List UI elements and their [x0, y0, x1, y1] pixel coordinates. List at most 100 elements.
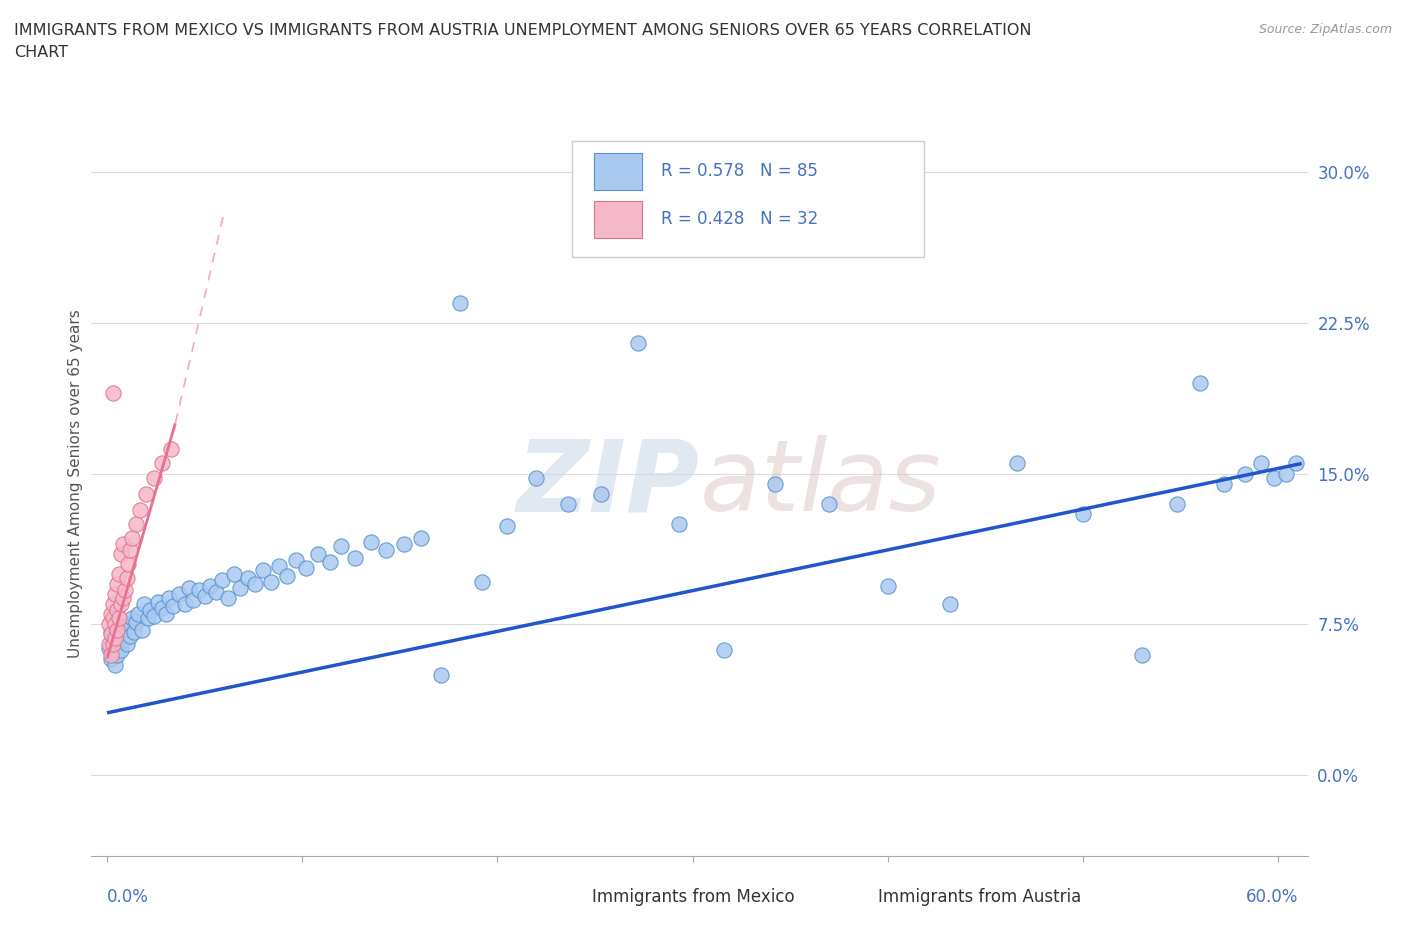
Point	[121, 611, 143, 626]
Point	[1275, 466, 1298, 481]
Point	[245, 577, 267, 591]
Point	[107, 611, 129, 626]
Text: IMMIGRANTS FROM MEXICO VS IMMIGRANTS FROM AUSTRIA UNEMPLOYMENT AMONG SENIORS OVE: IMMIGRANTS FROM MEXICO VS IMMIGRANTS FRO…	[14, 23, 1032, 38]
Point	[360, 535, 382, 550]
Point	[252, 563, 274, 578]
Point	[155, 607, 177, 622]
Point	[105, 603, 128, 618]
Point	[131, 623, 153, 638]
Point	[107, 635, 129, 650]
Text: 0.0%: 0.0%	[107, 888, 149, 906]
Point	[471, 575, 494, 590]
Point	[1005, 456, 1028, 471]
Point	[125, 516, 148, 531]
Point	[121, 530, 143, 545]
Point	[187, 583, 209, 598]
FancyBboxPatch shape	[593, 201, 643, 238]
FancyBboxPatch shape	[541, 885, 578, 908]
Point	[411, 530, 433, 545]
Point	[295, 561, 318, 576]
Point	[100, 651, 122, 666]
Point	[174, 597, 197, 612]
Point	[100, 627, 122, 642]
Text: Immigrants from Mexico: Immigrants from Mexico	[592, 887, 794, 906]
Point	[101, 597, 124, 612]
Point	[124, 625, 146, 640]
Point	[222, 566, 245, 581]
Point	[160, 442, 183, 457]
Point	[110, 597, 132, 612]
Point	[1189, 376, 1212, 391]
Point	[114, 583, 136, 598]
Point	[818, 497, 841, 512]
Point	[127, 607, 149, 622]
Text: ZIP: ZIP	[516, 435, 699, 532]
Point	[1234, 466, 1257, 481]
Point	[177, 580, 200, 595]
Point	[260, 575, 283, 590]
FancyBboxPatch shape	[827, 885, 863, 908]
Point	[589, 486, 612, 501]
Point	[194, 589, 217, 604]
Point	[1285, 456, 1308, 471]
Point	[150, 456, 173, 471]
Point	[713, 643, 735, 658]
Point	[114, 621, 136, 636]
Point	[117, 617, 139, 631]
Point	[159, 591, 181, 605]
Point	[101, 637, 124, 652]
Point	[1250, 456, 1272, 471]
Text: Source: ZipAtlas.com: Source: ZipAtlas.com	[1258, 23, 1392, 36]
Point	[1130, 647, 1153, 662]
Point	[343, 551, 366, 565]
Point	[285, 552, 308, 567]
Point	[101, 637, 124, 652]
Point	[132, 597, 155, 612]
Point	[142, 471, 165, 485]
Point	[104, 623, 127, 638]
Point	[104, 658, 127, 672]
Point	[125, 615, 148, 630]
Point	[526, 471, 548, 485]
Point	[107, 619, 129, 634]
Point	[100, 625, 122, 640]
Point	[236, 571, 259, 586]
Point	[136, 611, 159, 626]
Text: R = 0.428   N = 32: R = 0.428 N = 32	[661, 210, 818, 229]
Point	[97, 617, 120, 631]
Point	[200, 578, 222, 593]
Point	[496, 518, 519, 533]
Point	[110, 643, 132, 658]
Point	[142, 609, 165, 624]
Point	[110, 627, 132, 642]
Point	[627, 336, 650, 351]
Point	[110, 547, 132, 562]
Point	[267, 559, 290, 574]
Text: R = 0.578   N = 85: R = 0.578 N = 85	[661, 162, 817, 180]
Point	[111, 537, 134, 551]
Point	[97, 637, 120, 652]
Point	[117, 556, 139, 571]
Point	[101, 386, 124, 401]
Point	[668, 516, 690, 531]
Point	[167, 587, 190, 602]
Point	[211, 573, 233, 588]
Point	[101, 611, 124, 626]
Point	[100, 647, 122, 662]
Point	[449, 295, 471, 310]
Point	[104, 587, 127, 602]
Point	[115, 571, 138, 586]
Point	[105, 629, 128, 644]
Point	[205, 585, 228, 600]
Point	[392, 537, 415, 551]
Point	[139, 603, 162, 618]
Point	[162, 599, 184, 614]
Point	[120, 542, 142, 557]
Point	[115, 637, 138, 652]
Point	[146, 595, 169, 610]
Point	[111, 633, 134, 648]
Point	[104, 631, 127, 645]
Point	[939, 597, 962, 612]
Point	[229, 580, 252, 595]
Point	[375, 542, 398, 557]
